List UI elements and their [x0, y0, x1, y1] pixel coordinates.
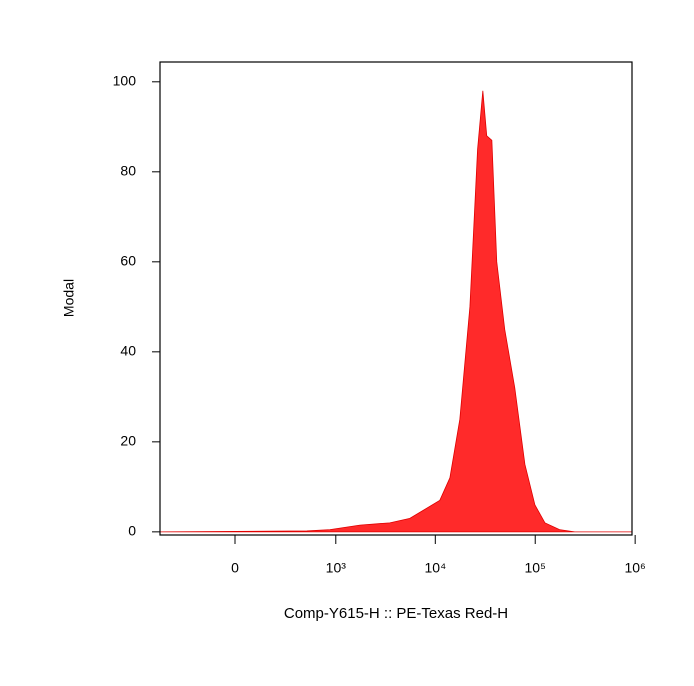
histogram-area	[159, 90, 632, 533]
x-tick-label: 10⁴	[425, 560, 447, 576]
y-tick-label: 60	[120, 253, 136, 269]
y-tick-label: 80	[120, 163, 136, 179]
x-tick-label: 0	[231, 560, 239, 576]
y-tick-label: 20	[120, 433, 136, 449]
x-tick-label: 10³	[326, 560, 347, 576]
y-tick-label: 40	[120, 343, 136, 359]
x-tick-label: 10⁵	[525, 560, 546, 576]
y-axis-label: Modal	[61, 279, 77, 317]
x-axis-label: Comp-Y615-H :: PE-Texas Red-H	[284, 605, 508, 622]
plot-frame	[159, 61, 633, 536]
y-tick-label: 0	[128, 523, 136, 539]
y-tick-label: 100	[113, 73, 137, 89]
x-tick-label: 10⁶	[624, 560, 645, 576]
